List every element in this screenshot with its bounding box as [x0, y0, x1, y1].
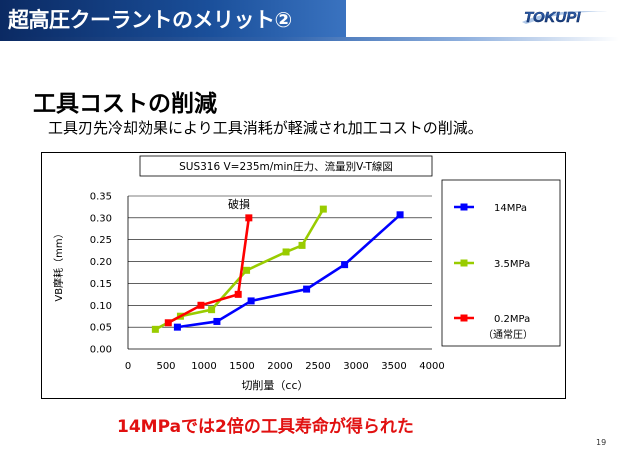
x-axis-label: 切削量（cc）: [241, 378, 308, 392]
damage-annotation: 破損: [228, 197, 250, 211]
y-axis-label: VB摩耗（mm）: [52, 228, 65, 301]
data-point: [164, 319, 172, 327]
data-point: [208, 306, 216, 314]
data-point: [234, 290, 242, 298]
data-point: [247, 297, 255, 305]
y-tick-label: 0.20: [90, 257, 112, 268]
x-tick-label: 3500: [381, 361, 406, 372]
chart-frame: SUS316 V=235m/min圧力、流量別V-T線図 0.00 0.05 0.1…: [41, 152, 566, 399]
data-point: [197, 301, 205, 309]
series-line: [177, 213, 401, 329]
plot-area: [81, 177, 474, 349]
title-bar: 超高圧クーラントのメリット②: [0, 0, 346, 37]
data-point: [303, 285, 311, 293]
x-tick-label: 0: [125, 361, 131, 372]
title-underline: [0, 37, 619, 41]
legend-label: 3.5MPa: [494, 259, 530, 270]
y-tick-label: 0.25: [90, 235, 112, 246]
legend-swatch-marker: [460, 203, 468, 211]
y-tick-label: 0.15: [90, 279, 112, 290]
data-point: [396, 211, 404, 219]
data-point: [213, 317, 221, 325]
data-point: [173, 323, 181, 331]
chart-title: SUS316 V=235m/min圧力、流量別V-T線図: [179, 160, 393, 173]
x-tick-label: 4000: [419, 361, 444, 372]
y-tick-label: 0.05: [90, 323, 112, 334]
data-point: [282, 248, 290, 256]
slide-title: 超高圧クーラントのメリット②: [8, 8, 292, 32]
company-logo: TOKUPI: [522, 9, 608, 26]
page-number: 19: [596, 438, 607, 447]
x-tick-label: 1500: [229, 361, 254, 372]
data-point: [243, 266, 251, 274]
y-tick-label: 0.35: [90, 192, 112, 203]
legend-swatch-marker: [460, 259, 468, 267]
legend-swatch-marker: [460, 314, 468, 322]
section-heading: 工具コストの削減: [33, 91, 217, 117]
data-point: [341, 261, 349, 269]
series-line: [167, 217, 251, 324]
chart-title-box: [139, 155, 433, 177]
vt-chart: SUS316 V=235m/min圧力、流量別V-T線図 0.00 0.05 0.1…: [52, 155, 561, 392]
y-tick-label: 0.00: [90, 345, 112, 356]
section-description: 工具刃先冷却効果により工具消耗が軽減され加工コストの削減。: [48, 119, 483, 137]
data-point: [151, 325, 159, 333]
logo-text: TOKUPI: [524, 9, 581, 26]
x-tick-label: 500: [156, 361, 175, 372]
y-tick-label: 0.30: [90, 213, 112, 224]
x-tick-label: 1000: [191, 361, 216, 372]
data-point: [319, 205, 327, 213]
x-tick-label: 2500: [305, 361, 330, 372]
legend-note: （通常圧）: [483, 328, 533, 341]
data-point: [298, 241, 306, 249]
x-tick-label: 2000: [267, 361, 292, 372]
legend-label: 0.2MPa: [494, 314, 530, 325]
conclusion-text: 14MPaでは2倍の工具寿命が得られた: [117, 417, 414, 437]
data-point: [245, 214, 253, 222]
legend-label: 14MPa: [494, 203, 527, 214]
x-tick-label: 3000: [343, 361, 368, 372]
y-tick-label: 0.10: [90, 301, 112, 312]
